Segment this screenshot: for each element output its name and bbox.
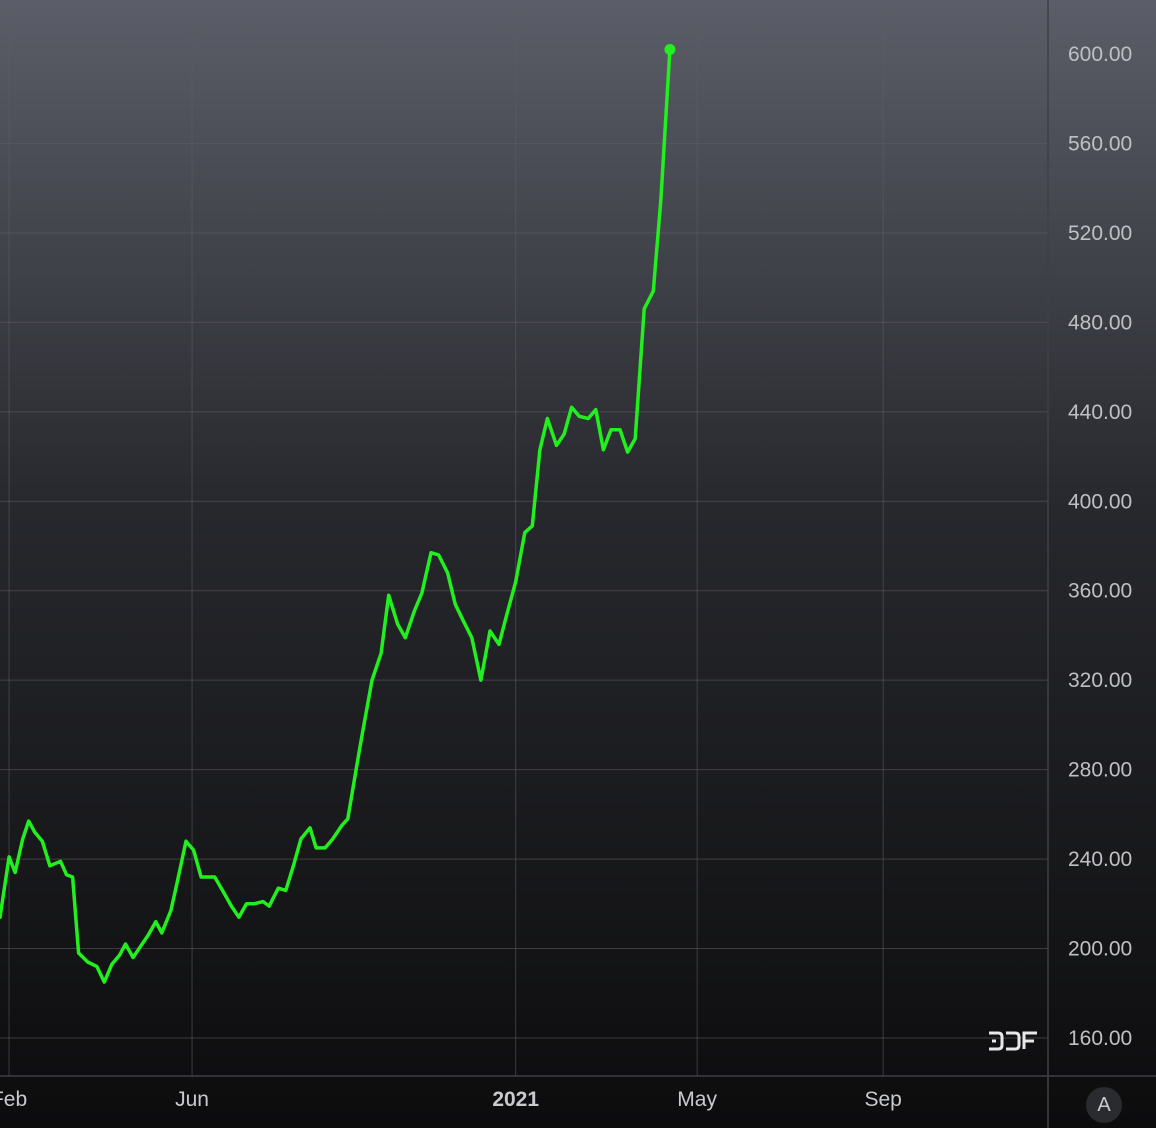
y-tick-label: 480.00: [1068, 311, 1132, 334]
last-price-point[interactable]: [664, 44, 676, 56]
x-tick-label: Jun: [175, 1088, 209, 1111]
y-tick-label: 560.00: [1068, 132, 1132, 155]
y-tick-label: 400.00: [1068, 490, 1132, 513]
auto-scale-button[interactable]: A: [1086, 1087, 1122, 1123]
y-tick-label: 600.00: [1068, 43, 1132, 66]
series-layer: [0, 44, 676, 984]
y-tick-label: 520.00: [1068, 222, 1132, 245]
y-tick-label: 200.00: [1068, 938, 1132, 961]
x-tick-label: 2021: [492, 1088, 539, 1111]
y-tick-label: 240.00: [1068, 848, 1132, 871]
y-tick-label: 360.00: [1068, 580, 1132, 603]
x-tick-label: May: [677, 1088, 717, 1111]
x-tick-label: Feb: [0, 1088, 27, 1111]
price-series-line: [0, 47, 672, 984]
y-tick-label: 160.00: [1068, 1027, 1132, 1050]
y-tick-label: 280.00: [1068, 759, 1132, 782]
y-axis[interactable]: 600.00 560.00 520.00 480.00 440.00 400.00 360.…: [1068, 43, 1132, 1050]
y-tick-label: 320.00: [1068, 669, 1132, 692]
ddf-logo-icon: [989, 1031, 1037, 1051]
x-axis[interactable]: Feb Jun 2021 May Sep: [0, 1088, 902, 1111]
x-tick-label: Sep: [864, 1088, 901, 1111]
y-tick-label: 440.00: [1068, 401, 1132, 424]
